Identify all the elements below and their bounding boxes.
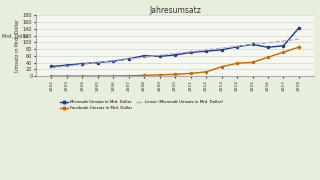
Facebook Umsatz in Mrd. Dollar: [142, 74, 146, 76]
Facebook Umsatz in Mrd. Dollar: [49, 75, 53, 77]
Microsoft Umsatz in Mrd. Dollar: [127, 58, 131, 60]
Linear (Microsoft Umsatz in Mrd. Dollar): [64, 65, 68, 67]
Facebook Umsatz in Mrd. Dollar: [96, 75, 100, 77]
Linear (Microsoft Umsatz in Mrd. Dollar): [276, 40, 280, 43]
Microsoft Umsatz in Mrd. Dollar: [158, 55, 162, 57]
Linear (Microsoft Umsatz in Mrd. Dollar): [95, 62, 99, 64]
Microsoft Umsatz in Mrd. Dollar: [282, 45, 285, 47]
Facebook Umsatz in Mrd. Dollar: [282, 51, 285, 53]
Facebook Umsatz in Mrd. Dollar: [220, 66, 223, 68]
Microsoft Umsatz in Mrd. Dollar: [235, 46, 239, 48]
Facebook Umsatz in Mrd. Dollar: [111, 75, 115, 77]
Facebook Umsatz in Mrd. Dollar: [266, 56, 270, 58]
Linear (Microsoft Umsatz in Mrd. Dollar): [59, 66, 63, 68]
Microsoft Umsatz in Mrd. Dollar: [49, 65, 53, 68]
Microsoft Umsatz in Mrd. Dollar: [266, 46, 270, 48]
Microsoft Umsatz in Mrd. Dollar: [220, 49, 223, 51]
Y-axis label: Umsatz in Mrd. Dollar: Umsatz in Mrd. Dollar: [15, 19, 20, 72]
Line: Microsoft Umsatz in Mrd. Dollar: Microsoft Umsatz in Mrd. Dollar: [50, 27, 300, 68]
Microsoft Umsatz in Mrd. Dollar: [204, 50, 208, 52]
Legend: Microsoft Umsatz in Mrd. Dollar, Facebook Umsatz in Mrd. Dollar, Linear (Microso: Microsoft Umsatz in Mrd. Dollar, Faceboo…: [59, 99, 225, 112]
Microsoft Umsatz in Mrd. Dollar: [111, 60, 115, 62]
Linear (Microsoft Umsatz in Mrd. Dollar): [284, 40, 288, 42]
Line: Linear (Microsoft Umsatz in Mrd. Dollar): Linear (Microsoft Umsatz in Mrd. Dollar): [51, 39, 299, 68]
Text: Mrd. Dollar: Mrd. Dollar: [2, 33, 28, 39]
Microsoft Umsatz in Mrd. Dollar: [96, 62, 100, 64]
Facebook Umsatz in Mrd. Dollar: [158, 74, 162, 76]
Linear (Microsoft Umsatz in Mrd. Dollar): [115, 59, 119, 61]
Facebook Umsatz in Mrd. Dollar: [251, 61, 254, 64]
Microsoft Umsatz in Mrd. Dollar: [251, 43, 254, 46]
Facebook Umsatz in Mrd. Dollar: [80, 75, 84, 77]
Microsoft Umsatz in Mrd. Dollar: [189, 51, 193, 54]
Facebook Umsatz in Mrd. Dollar: [173, 73, 177, 75]
Facebook Umsatz in Mrd. Dollar: [204, 71, 208, 73]
Facebook Umsatz in Mrd. Dollar: [189, 72, 193, 75]
Title: Jahresumsatz: Jahresumsatz: [149, 6, 201, 15]
Facebook Umsatz in Mrd. Dollar: [127, 75, 131, 77]
Microsoft Umsatz in Mrd. Dollar: [80, 63, 84, 65]
Microsoft Umsatz in Mrd. Dollar: [173, 54, 177, 56]
Line: Facebook Umsatz in Mrd. Dollar: Facebook Umsatz in Mrd. Dollar: [50, 46, 300, 77]
Microsoft Umsatz in Mrd. Dollar: [65, 64, 69, 66]
Linear (Microsoft Umsatz in Mrd. Dollar): [297, 38, 301, 40]
Facebook Umsatz in Mrd. Dollar: [235, 62, 239, 64]
Linear (Microsoft Umsatz in Mrd. Dollar): [49, 67, 53, 69]
Microsoft Umsatz in Mrd. Dollar: [142, 55, 146, 57]
Microsoft Umsatz in Mrd. Dollar: [297, 27, 301, 29]
Facebook Umsatz in Mrd. Dollar: [65, 75, 69, 77]
Facebook Umsatz in Mrd. Dollar: [297, 46, 301, 48]
